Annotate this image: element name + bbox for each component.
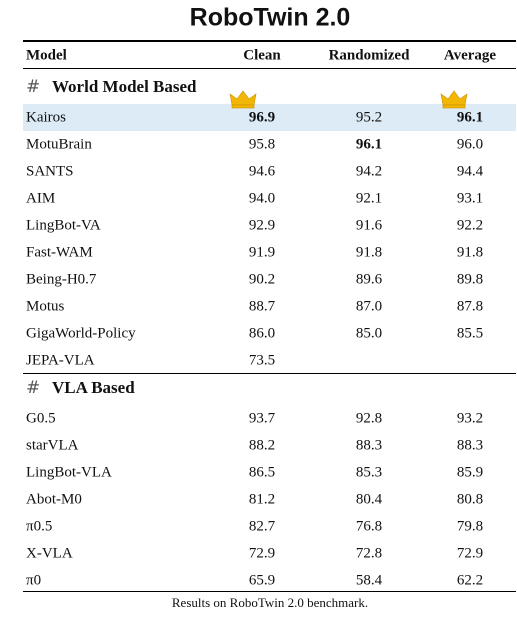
cell-value: 89.6 bbox=[355, 271, 383, 288]
cell-value: 93.7 bbox=[248, 410, 276, 427]
cell-value: 96.1 bbox=[456, 109, 484, 126]
cell-value: 91.8 bbox=[355, 244, 383, 261]
cell-value: 88.7 bbox=[248, 298, 276, 315]
column-header: Clean bbox=[243, 47, 281, 64]
model-name: π0.5 bbox=[26, 518, 53, 535]
cell-value: 73.5 bbox=[248, 352, 276, 369]
caption: Results on RoboTwin 2.0 benchmark. bbox=[171, 595, 369, 610]
cell-value: 85.5 bbox=[456, 325, 484, 342]
cell-value: 88.3 bbox=[456, 437, 484, 454]
cell-value: 90.2 bbox=[248, 271, 276, 288]
column-header: Randomized bbox=[328, 47, 410, 64]
cell-value: 94.0 bbox=[248, 190, 276, 207]
model-name: JEPA-VLA bbox=[26, 352, 95, 369]
cell-value: 87.8 bbox=[456, 298, 484, 315]
cell-value: 94.6 bbox=[248, 163, 276, 180]
cell-value: 93.1 bbox=[456, 190, 484, 207]
cell-value: 91.6 bbox=[355, 217, 383, 234]
section-label: World Model Based bbox=[52, 77, 197, 96]
cell-value: 76.8 bbox=[355, 518, 383, 535]
cell-value: 81.2 bbox=[248, 491, 276, 508]
crown-icon bbox=[440, 90, 468, 109]
cell-value: 72.9 bbox=[456, 545, 484, 562]
cell-value: 95.8 bbox=[248, 136, 276, 153]
cell-value: 88.2 bbox=[248, 437, 276, 454]
cell-value: 91.8 bbox=[456, 244, 484, 261]
cell-value: 72.8 bbox=[355, 545, 383, 562]
cell-value: 94.4 bbox=[456, 163, 484, 180]
cell-value: 93.2 bbox=[456, 410, 484, 427]
cell-value: 91.9 bbox=[248, 244, 276, 261]
cell-value: 85.9 bbox=[456, 464, 484, 481]
cell-value: 96.9 bbox=[248, 109, 276, 126]
cell-value: 89.8 bbox=[456, 271, 484, 288]
cell-value: 92.8 bbox=[355, 410, 383, 427]
model-name: starVLA bbox=[26, 437, 79, 454]
cell-value: 96.1 bbox=[355, 136, 383, 153]
cell-value: 65.9 bbox=[248, 572, 276, 589]
cell-value: 92.1 bbox=[355, 190, 383, 207]
cell-value: 85.0 bbox=[355, 325, 383, 342]
cell-value: 79.8 bbox=[456, 518, 484, 535]
cell-value: 92.2 bbox=[456, 217, 484, 234]
model-name: Motus bbox=[26, 298, 65, 315]
cell-value: 58.4 bbox=[355, 572, 383, 589]
crown-icon bbox=[229, 90, 257, 109]
bottom-rule bbox=[23, 591, 516, 592]
cell-value: 94.2 bbox=[355, 163, 383, 180]
cell-value: 95.2 bbox=[355, 109, 383, 126]
cell-value: 86.5 bbox=[248, 464, 276, 481]
cell-value: 80.4 bbox=[355, 491, 383, 508]
model-name: Being-H0.7 bbox=[26, 271, 97, 288]
cell-value: 82.7 bbox=[248, 518, 276, 535]
column-header: Average bbox=[443, 47, 497, 64]
model-name: Fast-WAM bbox=[26, 244, 93, 261]
top-rule bbox=[23, 40, 516, 42]
model-name: π0 bbox=[26, 572, 42, 589]
cell-value: 87.0 bbox=[355, 298, 383, 315]
cell-value: 72.9 bbox=[248, 545, 276, 562]
model-name: X-VLA bbox=[26, 545, 73, 562]
cell-value: 80.8 bbox=[456, 491, 484, 508]
cell-value: 96.0 bbox=[456, 136, 484, 153]
cell-value: 92.9 bbox=[248, 217, 276, 234]
cell-value: 88.3 bbox=[355, 437, 383, 454]
column-header: Model bbox=[26, 47, 67, 64]
model-name: GigaWorld-Policy bbox=[26, 325, 136, 342]
model-name: LingBot-VLA bbox=[26, 464, 112, 481]
section-rule bbox=[23, 373, 516, 374]
section-icon: # bbox=[26, 77, 41, 97]
model-name: AIM bbox=[26, 190, 56, 207]
model-name: Kairos bbox=[26, 109, 66, 126]
highlight-row bbox=[23, 104, 516, 131]
model-name: LingBot-VA bbox=[26, 217, 101, 234]
model-name: G0.5 bbox=[26, 410, 56, 427]
model-name: MotuBrain bbox=[26, 136, 92, 153]
cell-value: 62.2 bbox=[456, 572, 484, 589]
title: RoboTwin 2.0 bbox=[189, 3, 351, 32]
section-icon: # bbox=[26, 378, 41, 398]
cell-value: 86.0 bbox=[248, 325, 276, 342]
header-rule bbox=[23, 68, 516, 69]
section-label: VLA Based bbox=[52, 378, 135, 397]
model-name: SANTS bbox=[26, 163, 74, 180]
cell-value: 85.3 bbox=[355, 464, 383, 481]
model-name: Abot-M0 bbox=[26, 491, 82, 508]
